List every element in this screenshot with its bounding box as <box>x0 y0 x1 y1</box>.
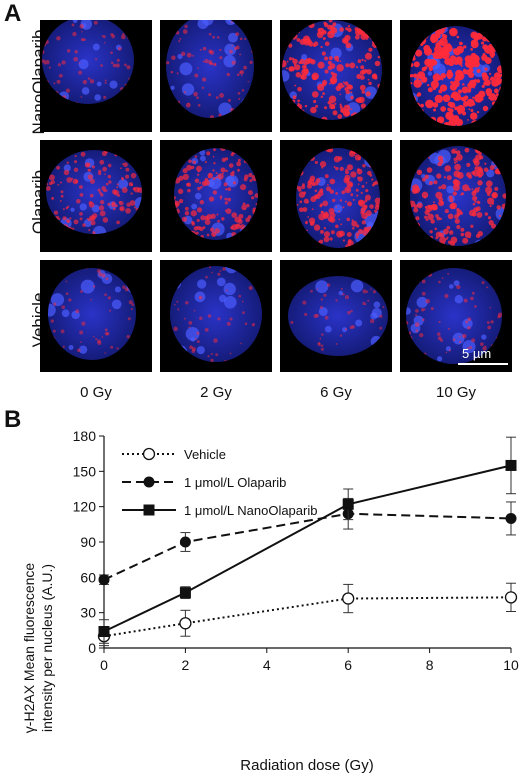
micrograph-nanoolaparib-0gy <box>40 20 152 132</box>
x-tick-label: 8 <box>426 657 434 673</box>
column-label-0gy: 0 Gy <box>80 384 112 401</box>
micrograph-nanoolaparib-10gy <box>400 20 512 132</box>
y-tick-label: 180 <box>73 428 97 444</box>
panel-a-letter: A <box>4 0 22 27</box>
legend-marker-1 <box>143 476 155 488</box>
column-label-10gy: 10 Gy <box>435 384 477 401</box>
chart-axes: 0 30 60 90 120 150 180 0 2 4 6 8 10 <box>73 428 519 673</box>
data-point <box>98 626 110 638</box>
data-point <box>505 512 517 524</box>
micrograph-vehicle-6gy <box>280 260 392 372</box>
series-2 <box>98 436 517 644</box>
column-label-2gy: 2 Gy <box>200 384 232 401</box>
chart-series <box>97 436 518 647</box>
micrograph-olaparib-10gy <box>400 140 512 252</box>
series-line <box>103 512 512 581</box>
micrograph-vehicle-10gy <box>400 260 512 372</box>
column-label-6gy: 6 Gy <box>320 384 352 401</box>
y-axis-label-line1: γ-H2AX Mean fluorescence <box>21 563 37 734</box>
x-tick-label: 6 <box>344 657 352 673</box>
x-tick-label: 10 <box>503 657 519 673</box>
scale-bar-label: 5 µm <box>462 346 492 361</box>
data-point <box>179 587 191 599</box>
panel-b-letter: B <box>4 406 22 433</box>
chart-legend: Vehicle 1 μmol/L Olaparib 1 μmol/L NanoOla… <box>122 447 317 518</box>
data-point <box>504 591 518 604</box>
micrograph-vehicle-2gy <box>160 260 272 372</box>
series-line <box>103 596 512 638</box>
data-point <box>342 592 355 605</box>
micrograph-nanoolaparib-2gy <box>160 20 272 132</box>
series-line <box>103 464 512 633</box>
micrograph-olaparib-6gy <box>280 140 392 252</box>
y-tick-label: 60 <box>80 569 96 585</box>
legend-label-2: 1 μmol/L NanoOlaparib <box>184 503 317 518</box>
data-point <box>179 536 191 548</box>
x-tick-label: 0 <box>100 657 108 673</box>
y-axis-label-line2: intensity per nucleus (A.U.) <box>39 564 55 732</box>
legend-marker-0 <box>142 447 156 461</box>
legend-label-0: Vehicle <box>184 447 226 462</box>
y-tick-label: 150 <box>73 463 97 479</box>
x-tick-label: 4 <box>263 657 271 673</box>
series-0 <box>97 582 518 647</box>
data-point <box>505 459 517 471</box>
data-point <box>342 498 354 510</box>
y-tick-label: 0 <box>88 640 96 656</box>
y-tick-label: 90 <box>80 534 96 550</box>
data-point <box>179 617 192 630</box>
dose-response-chart: 0 30 60 90 120 150 180 0 2 4 6 8 10 Vehicle 1 μmol/L … <box>21 428 519 774</box>
legend-label-1: 1 μmol/L Olaparib <box>184 475 286 490</box>
y-tick-label: 30 <box>80 605 96 621</box>
micrograph-olaparib-0gy <box>40 140 152 252</box>
x-tick-label: 2 <box>182 657 190 673</box>
scale-bar <box>458 363 508 365</box>
data-point <box>98 574 110 586</box>
micrograph-nanoolaparib-6gy <box>280 20 392 132</box>
legend-marker-2 <box>143 504 155 516</box>
x-axis-label: Radiation dose (Gy) <box>240 757 373 774</box>
micrograph-olaparib-2gy <box>160 140 272 252</box>
micrograph-vehicle-0gy <box>40 260 152 372</box>
series-1 <box>98 497 517 586</box>
y-tick-label: 120 <box>73 499 97 515</box>
